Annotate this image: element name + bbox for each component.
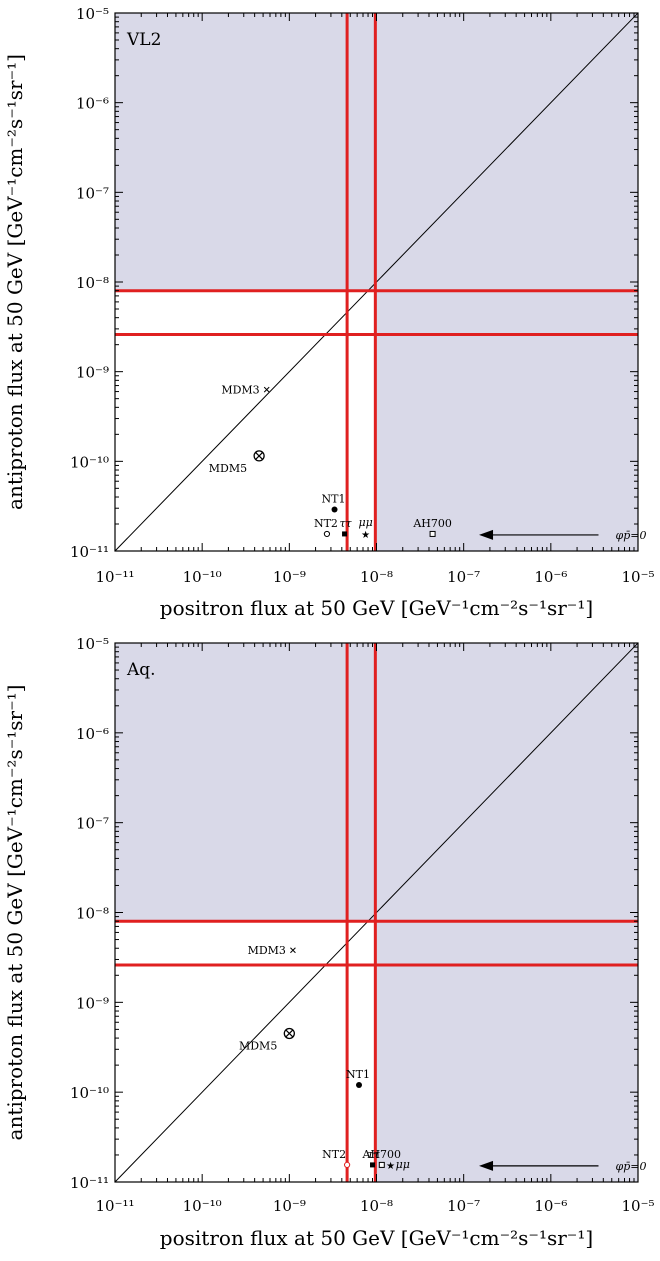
chart-panel-1: 10⁻¹¹ 10⁻¹⁰ 10⁻⁹ 10⁻⁸ 10⁻⁷ 10⁻⁶ 10⁻⁵ 10⁻¹¹ 10⁻¹⁰… <box>3 5 655 620</box>
y-axis-label: antiproton flux at 50 GeV [GeV⁻¹cm⁻²s⁻¹s… <box>3 685 27 1141</box>
filled-square-marker <box>342 531 348 537</box>
cross-marker <box>263 386 270 393</box>
point-label: NT1 <box>346 1068 370 1081</box>
panel-label: Aq. <box>126 660 156 680</box>
point-label: ττ <box>367 1148 380 1161</box>
shaded-region-positron <box>375 13 638 551</box>
shaded-region-antiproton <box>115 643 376 922</box>
arrow-head <box>479 1160 494 1171</box>
point-label: MDM3 <box>248 944 286 957</box>
open-square-marker <box>429 530 436 537</box>
star-marker: ★ <box>386 1161 395 1172</box>
annotation-text: φp̄=0 <box>616 529 647 542</box>
x-tick-label: 10⁻⁹ <box>273 568 306 586</box>
x-tick-label: 10⁻⁸ <box>360 1197 393 1215</box>
open-circle-marker <box>323 530 331 538</box>
data-point: AH700 <box>362 1148 402 1168</box>
shaded-region-antiproton <box>115 13 376 291</box>
data-point: ★μμ <box>358 516 372 541</box>
shaded-region-positron <box>375 643 638 1182</box>
y-tick-label: 10⁻⁸ <box>76 905 109 923</box>
data-point: NT2 <box>314 517 338 538</box>
point-label: MDM5 <box>239 1039 277 1052</box>
x-tick-label: 10⁻¹¹ <box>95 568 134 586</box>
y-tick-label: 10⁻¹¹ <box>70 543 109 561</box>
point-label: μμ <box>358 516 372 529</box>
cross-marker <box>290 947 296 954</box>
x-tick-label: 10⁻¹¹ <box>95 1197 134 1215</box>
otimes-marker <box>283 1027 295 1040</box>
open-circle-marker <box>344 1161 351 1169</box>
data-point: MDM5 <box>209 450 265 475</box>
point-label: MDM5 <box>209 462 247 475</box>
otimes-cross <box>255 451 264 460</box>
y-tick-label: 10⁻⁹ <box>76 364 109 382</box>
data-point: MDM5 <box>239 1027 295 1052</box>
x-tick-label: 10⁻⁶ <box>534 1197 567 1215</box>
star-marker: ★ <box>361 530 370 541</box>
x-axis-label: positron flux at 50 GeV [GeV⁻¹cm⁻²s⁻¹sr⁻… <box>160 596 593 620</box>
x-tick-label: 10⁻⁶ <box>534 568 567 586</box>
arrow-head <box>479 529 494 540</box>
x-tick-label: 10⁻⁸ <box>360 568 393 586</box>
data-point: AH700 <box>412 517 452 537</box>
data-point: ★μμ <box>386 1158 410 1172</box>
x-tick-label: 10⁻⁵ <box>621 1197 654 1215</box>
otimes-cross <box>285 1029 294 1038</box>
data-point: NT1 <box>346 1068 370 1089</box>
y-tick-label: 10⁻⁹ <box>76 994 109 1012</box>
y-tick-label: 10⁻⁷ <box>76 184 109 202</box>
point-label: NT2 <box>322 1148 346 1161</box>
chart-panel-2: 10⁻¹¹ 10⁻¹⁰ 10⁻⁹ 10⁻⁸ 10⁻⁷ 10⁻⁶ 10⁻⁵ 10⁻¹¹ 10⁻¹⁰… <box>3 635 655 1250</box>
data-point: MDM3 <box>221 384 270 397</box>
data-point: MDM3 <box>248 944 296 957</box>
data-point: ττ <box>339 517 353 537</box>
y-tick-label: 10⁻⁵ <box>76 5 109 23</box>
data-point: NT1 <box>322 493 346 513</box>
x-tick-label: 10⁻¹⁰ <box>183 568 222 586</box>
y-tick-label: 10⁻¹⁰ <box>70 453 109 471</box>
x-tick-label: 10⁻⁹ <box>273 1197 306 1215</box>
annotation-text: φp̄=0 <box>616 1160 647 1173</box>
data-point: ττ <box>367 1148 381 1168</box>
point-label: NT2 <box>314 517 338 530</box>
x-tick-label: 10⁻¹⁰ <box>183 1197 222 1215</box>
point-label: ττ <box>339 517 352 530</box>
x-tick-label: 10⁻⁵ <box>621 568 654 586</box>
x-tick-label: 10⁻⁷ <box>447 1197 480 1215</box>
y-tick-label: 10⁻⁶ <box>76 725 109 743</box>
point-label: MDM3 <box>221 384 259 397</box>
otimes-marker <box>253 450 265 462</box>
panel-label: VL2 <box>126 30 161 50</box>
y-tick-label: 10⁻¹¹ <box>70 1174 109 1192</box>
axis-ticks <box>114 12 639 552</box>
filled-circle-marker <box>356 1082 363 1089</box>
point-label: AH700 <box>362 1148 402 1161</box>
filled-circle-marker <box>331 506 338 513</box>
open-square-marker <box>378 1161 385 1168</box>
y-tick-label: 10⁻¹⁰ <box>70 1084 109 1102</box>
y-tick-label: 10⁻⁸ <box>76 274 109 292</box>
y-tick-label: 10⁻⁷ <box>76 815 109 833</box>
point-label: AH700 <box>412 517 452 530</box>
x-axis-label: positron flux at 50 GeV [GeV⁻¹cm⁻²s⁻¹sr⁻… <box>160 1226 593 1250</box>
data-point: NT2 <box>322 1148 351 1169</box>
x-tick-label: 10⁻⁷ <box>447 568 480 586</box>
y-tick-label: 10⁻⁶ <box>76 95 109 113</box>
annotation-phi: φp̄=0 <box>479 529 646 542</box>
filled-square-marker <box>370 1162 376 1168</box>
annotation-phi: φp̄=0 <box>479 1160 646 1173</box>
y-axis-label: antiproton flux at 50 GeV [GeV⁻¹cm⁻²s⁻¹s… <box>3 54 27 510</box>
y-tick-label: 10⁻⁵ <box>76 635 109 653</box>
point-label: NT1 <box>322 493 346 506</box>
axis-ticks <box>114 642 639 1183</box>
point-label: μμ <box>396 1158 410 1171</box>
